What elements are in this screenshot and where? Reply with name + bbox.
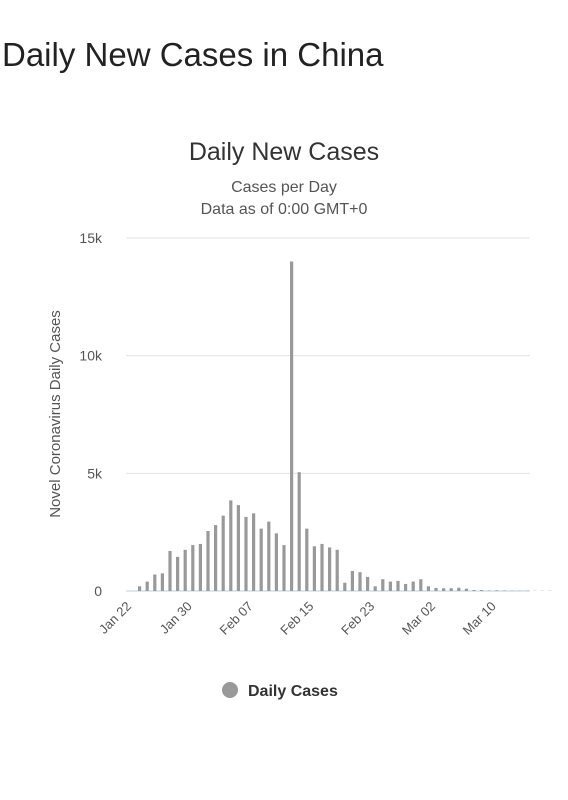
chart-title: Daily New Cases (189, 138, 379, 166)
bar-mar-10[interactable] (495, 590, 499, 591)
y-tick-label: 5k (87, 465, 103, 481)
bar-jan-30[interactable] (191, 545, 195, 591)
bar-jan-29[interactable] (183, 549, 187, 591)
bar-feb-13[interactable] (297, 472, 301, 591)
y-axis-ticks: 0 5k 10k 15k (79, 230, 103, 599)
bar-jan-24[interactable] (145, 581, 149, 591)
bar-jan-31[interactable] (198, 543, 202, 591)
bar-feb-08[interactable] (259, 528, 263, 591)
bar-feb-04[interactable] (229, 500, 233, 591)
x-tick-label: Mar 10 (460, 599, 499, 638)
bar-feb-18[interactable] (335, 549, 339, 591)
bar-feb-14[interactable] (305, 528, 309, 591)
bar-jan-26[interactable] (160, 573, 164, 591)
bar-feb-15[interactable] (312, 546, 316, 591)
bar-mar-08[interactable] (480, 590, 484, 591)
legend-label-daily-cases[interactable]: Daily Cases (248, 683, 338, 700)
x-tick-label: Jan 30 (157, 599, 195, 637)
bar-feb-23[interactable] (373, 586, 377, 591)
bar-feb-12[interactable] (290, 261, 294, 591)
bar-feb-28[interactable] (411, 581, 415, 591)
chart-subtitle-line-2: Data as of 0:00 GMT+0 (201, 201, 368, 218)
y-tick-label: 10k (79, 348, 103, 364)
bar-feb-27[interactable] (404, 583, 408, 591)
x-tick-label: Feb 15 (277, 599, 316, 638)
x-tick-label: Feb 07 (216, 599, 255, 638)
x-tick-label: Jan 22 (96, 599, 134, 637)
bar-jan-28[interactable] (176, 556, 180, 591)
bar-feb-16[interactable] (320, 543, 324, 591)
bar-jan-27[interactable] (168, 550, 172, 591)
bar-feb-29[interactable] (419, 579, 423, 591)
bar-feb-24[interactable] (381, 579, 385, 591)
bar-mar-06[interactable] (464, 588, 468, 591)
grid-lines (126, 237, 530, 592)
bar-feb-21[interactable] (358, 572, 362, 591)
bar-mar-03[interactable] (442, 588, 446, 591)
bar-feb-02[interactable] (214, 525, 218, 591)
bar-feb-09[interactable] (267, 521, 271, 591)
bar-feb-25[interactable] (388, 581, 392, 591)
page-title: Daily New Cases in China (2, 36, 384, 73)
y-tick-label: 15k (79, 230, 103, 246)
x-axis-ticks: Jan 22 Jan 30 Feb 07 Feb 15 Feb 23 Mar 02 Mar … (96, 599, 499, 638)
x-tick-label: Feb 23 (338, 599, 377, 638)
bar-feb-11[interactable] (282, 545, 286, 591)
bar-mar-04[interactable] (449, 588, 453, 591)
bar-mar-05[interactable] (457, 587, 461, 591)
bar-mar-01[interactable] (426, 586, 430, 591)
bar-feb-20[interactable] (350, 571, 354, 591)
legend[interactable]: Daily Cases (222, 682, 338, 700)
legend-marker-daily-cases[interactable] (222, 682, 238, 698)
y-tick-label: 0 (94, 583, 102, 599)
bar-mar-02[interactable] (434, 587, 438, 591)
bar-feb-22[interactable] (366, 576, 370, 591)
bar-feb-01[interactable] (206, 530, 210, 591)
y-axis-label: Novel Coronavirus Daily Cases (47, 310, 64, 518)
bar-jan-25[interactable] (153, 574, 157, 591)
bar-feb-07[interactable] (252, 513, 256, 591)
bar-mar-07[interactable] (472, 590, 476, 591)
bar-feb-26[interactable] (396, 580, 400, 591)
bar-feb-17[interactable] (328, 547, 332, 591)
bar-feb-03[interactable] (221, 515, 225, 591)
bar-jan-23[interactable] (138, 586, 142, 591)
bar-feb-05[interactable] (236, 505, 240, 591)
bar-feb-10[interactable] (274, 533, 278, 591)
bar-feb-19[interactable] (343, 582, 347, 591)
x-tick-label: Mar 02 (399, 599, 438, 638)
bar-feb-06[interactable] (244, 516, 248, 591)
bar-series[interactable] (138, 261, 552, 591)
chart-subtitle-line-1: Cases per Day (231, 179, 337, 196)
